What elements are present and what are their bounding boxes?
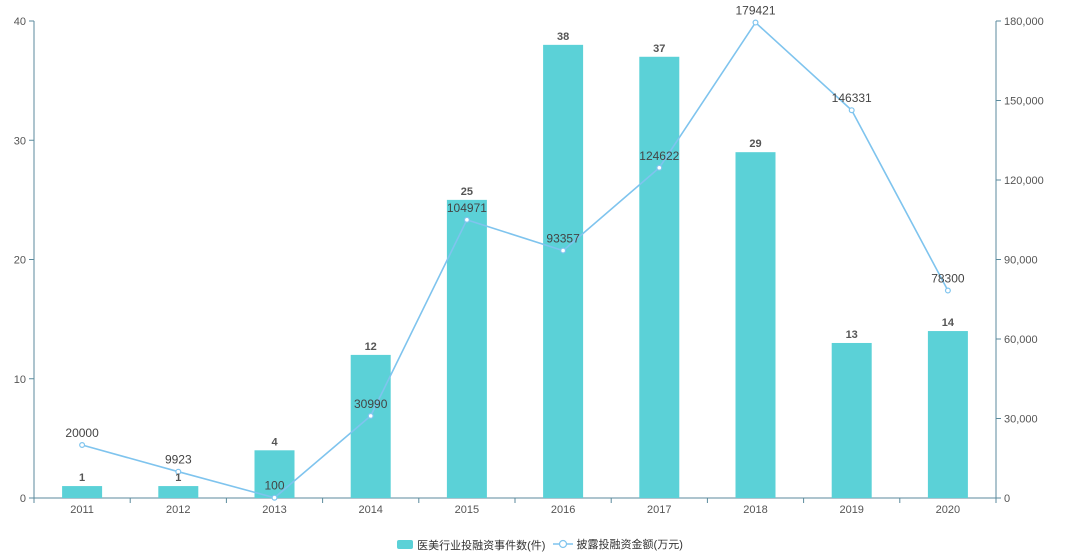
x-tick-label: 2017 — [647, 504, 671, 516]
bar-value-label: 37 — [653, 43, 665, 55]
y-right-tick-label: 0 — [1004, 493, 1010, 505]
line-point — [79, 442, 86, 449]
y-right-tick-label: 150,000 — [1004, 96, 1044, 108]
x-tick-label: 2015 — [455, 504, 479, 516]
bar — [831, 342, 872, 498]
bar-series — [62, 44, 968, 499]
bar — [639, 56, 680, 499]
x-tick-label: 2018 — [743, 504, 767, 516]
y-left-tick-label: 0 — [20, 493, 26, 505]
bar-value-label: 38 — [557, 31, 569, 43]
line-value-label: 30990 — [354, 397, 388, 411]
bar — [62, 486, 103, 498]
bar — [254, 450, 295, 498]
combo-chart: 0 10 20 30 40 0 30,000 60,000 90,000 120,000 150,0… — [14, 4, 1044, 516]
line-point — [656, 164, 663, 171]
bar — [446, 199, 487, 498]
y-right-tick-label: 90,000 — [1004, 255, 1038, 267]
x-tick-label: 2013 — [262, 504, 286, 516]
line-value-label: 146331 — [832, 91, 872, 105]
line-value-label: 78300 — [931, 272, 965, 286]
line-path — [81, 21, 949, 499]
bar-value-label: 4 — [271, 436, 278, 448]
line-point — [175, 468, 182, 475]
y-right-tick-label: 120,000 — [1004, 175, 1044, 187]
y-right-tick-label: 180,000 — [1004, 16, 1044, 28]
x-tick-label: 2011 — [70, 504, 94, 516]
x-tick-label: 2016 — [551, 504, 575, 516]
line-value-label: 9923 — [165, 453, 192, 467]
bar-value-label: 29 — [749, 138, 761, 150]
bar-value-label: 13 — [846, 329, 858, 341]
legend-bar-swatch — [397, 540, 414, 549]
legend-item-bar-series[interactable]: 医美行业投融资事件数(件) — [397, 537, 545, 553]
line-point — [752, 19, 759, 26]
legend-item-line-series[interactable]: 披露投融资金额(万元) — [552, 536, 683, 552]
line-value-label: 179421 — [735, 4, 775, 18]
line-value-label: 93357 — [546, 232, 580, 246]
bar — [158, 486, 199, 498]
line-point — [944, 287, 951, 294]
y-left-tick-label: 20 — [14, 255, 26, 267]
line-value-label: 20000 — [65, 426, 99, 440]
line-point — [367, 412, 374, 419]
y-right-tick-label: 60,000 — [1004, 334, 1038, 346]
legend-line-label: 披露投融资金额(万元) — [576, 539, 683, 551]
y-left-tick-label: 10 — [14, 374, 26, 386]
legend-line-swatch — [552, 539, 573, 549]
line-point — [271, 494, 278, 501]
bar-value-label: 14 — [942, 317, 955, 329]
x-tick-label: 2020 — [936, 504, 960, 516]
y-left-tick-label: 40 — [14, 16, 26, 28]
line-point — [848, 107, 855, 114]
bar — [350, 354, 391, 498]
chart-legend: 医美行业投融资事件数(件) 披露投融资金额(万元) — [0, 536, 1080, 553]
line-value-label: 104971 — [447, 201, 487, 215]
line-series — [79, 19, 951, 501]
bar-value-label: 25 — [461, 186, 473, 198]
data-labels: 1 141225383729131420000992310030990104971… — [65, 4, 964, 493]
bar — [927, 331, 968, 498]
line-value-label: 124622 — [639, 149, 679, 163]
bar-value-label: 1 — [79, 472, 85, 484]
x-tick-label: 2019 — [839, 504, 863, 516]
line-point — [560, 247, 567, 254]
bar-value-label: 12 — [365, 341, 377, 353]
y-left-tick-label: 30 — [14, 135, 26, 147]
y-right-tick-label: 30,000 — [1004, 414, 1038, 426]
line-value-label: 100 — [264, 479, 284, 493]
line-point — [463, 216, 470, 223]
bar — [543, 44, 584, 498]
legend-bar-label: 医美行业投融资事件数(件) — [417, 539, 546, 552]
chart-axes: 0 10 20 30 40 0 30,000 60,000 90,000 120,000 150,0… — [14, 16, 1044, 516]
bar — [735, 152, 776, 499]
bar-value-label: 1 — [175, 472, 181, 484]
x-tick-label: 2014 — [358, 504, 382, 516]
x-tick-label: 2012 — [166, 504, 190, 516]
